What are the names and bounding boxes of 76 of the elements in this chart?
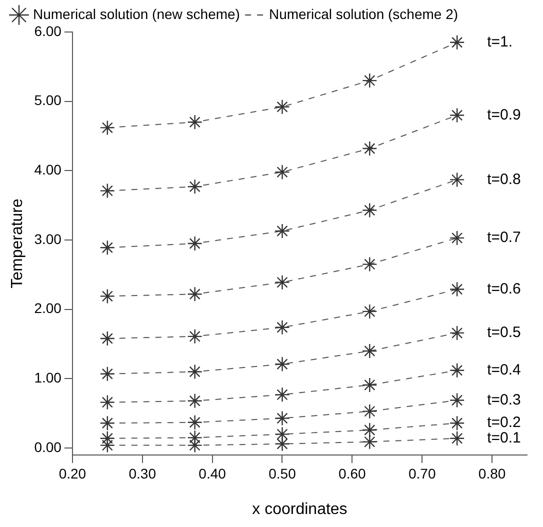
point [449, 362, 465, 378]
annotation: t=0.9 [487, 106, 521, 124]
point [187, 179, 202, 194]
point [274, 426, 290, 442]
legend-label: Numerical solution (new scheme) [33, 6, 240, 22]
annotation: t=0.6 [487, 280, 521, 298]
point [100, 120, 116, 136]
point [362, 202, 378, 218]
point [274, 410, 290, 426]
annotation: t=0.4 [487, 362, 521, 379]
y-tick-label: 4.00 [34, 162, 62, 178]
point [449, 282, 465, 297]
point [362, 422, 378, 438]
point [274, 356, 290, 372]
y-tick-label: 5.00 [34, 92, 62, 108]
point [362, 256, 378, 272]
x-tick-label: 0.50 [268, 465, 296, 482]
point [449, 108, 465, 123]
y-tick-label: 0.00 [34, 438, 62, 455]
point [274, 436, 290, 452]
point [100, 288, 116, 304]
point [100, 366, 116, 382]
point [100, 394, 116, 410]
point [187, 114, 202, 130]
annotation: t=0.2 [487, 414, 521, 432]
point [362, 343, 378, 359]
annotation: t=0.5 [487, 324, 521, 342]
point [362, 404, 378, 419]
point [100, 240, 116, 256]
point [187, 364, 202, 380]
x-tick-label: 0.30 [128, 465, 156, 482]
point [449, 172, 465, 188]
point [449, 325, 465, 341]
annotation: t=0.1 [487, 430, 521, 446]
point [449, 34, 465, 50]
point [274, 164, 290, 180]
y-tick-label: 2.00 [34, 300, 62, 316]
point [187, 414, 202, 430]
x-tick-label: 0.20 [58, 465, 86, 482]
point [274, 387, 290, 402]
point [274, 99, 290, 114]
point [362, 304, 378, 320]
point [187, 393, 202, 409]
point [187, 236, 202, 252]
x-axis-title: x coordinates [252, 500, 348, 518]
legend-label: Numerical solution (scheme 2) [268, 6, 458, 22]
point [187, 430, 202, 446]
x-tick-label: 0.40 [198, 465, 226, 482]
x-tick-label: 0.80 [478, 465, 506, 482]
point [362, 377, 378, 393]
point [274, 274, 290, 290]
y-axis-title: Temperature [9, 198, 26, 288]
annotation: t=0.7 [487, 229, 521, 246]
y-tick-label: 3.00 [34, 230, 62, 247]
point [100, 416, 116, 431]
point [362, 434, 378, 450]
x-tick-label: 0.70 [408, 465, 436, 482]
y-tick-label: 1.00 [34, 370, 62, 386]
annotation: t=1. [487, 34, 513, 51]
point [449, 230, 465, 246]
point [362, 72, 378, 88]
point [362, 140, 378, 156]
point [274, 223, 290, 239]
point [187, 438, 202, 453]
point [449, 416, 465, 431]
x-tick-label: 0.60 [338, 465, 366, 482]
y-tick-label: 6.00 [34, 22, 62, 39]
point [187, 328, 202, 344]
point [100, 183, 116, 198]
point [449, 392, 465, 408]
annotation: t=0.8 [487, 170, 521, 188]
point [187, 286, 202, 302]
point [274, 320, 290, 336]
point [449, 430, 465, 446]
point [100, 330, 116, 346]
annotation: t=0.3 [487, 391, 521, 408]
